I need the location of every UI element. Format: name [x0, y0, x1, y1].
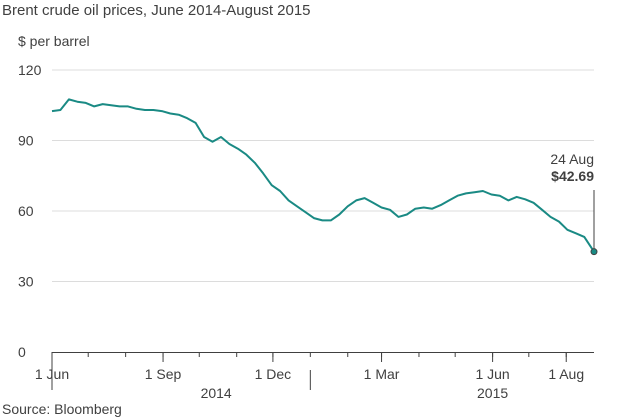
- year-label-2014: 2014: [201, 385, 232, 401]
- y-axis-label: $ per barrel: [18, 33, 90, 49]
- x-tick-label-5: 1 Aug: [548, 366, 584, 382]
- y-tick-label-60: 60: [18, 203, 34, 219]
- x-tick-label-1: 1 Sep: [145, 366, 182, 382]
- annotation-point: [590, 248, 598, 256]
- y-tick-label-90: 90: [18, 133, 34, 149]
- x-tick-label-3: 1 Mar: [364, 366, 400, 382]
- annotation-layer: 24 Aug$42.69: [550, 151, 598, 256]
- x-tick-label-4: 1 Jun: [475, 366, 509, 382]
- y-tick-label-30: 30: [18, 274, 34, 290]
- source-note: Source: Bloomberg: [2, 401, 122, 417]
- series-line-0: [51, 98, 595, 253]
- y-tick-label-0: 0: [18, 344, 26, 360]
- annotation-date: 24 Aug: [550, 151, 594, 167]
- chart-title: Brent crude oil prices, June 2014-August…: [2, 2, 311, 19]
- annotation-value: $42.69: [551, 168, 594, 184]
- y-tick-label-120: 120: [18, 62, 42, 78]
- x-tick-label-2: 1 Dec: [255, 366, 292, 382]
- series-layer: [51, 98, 595, 253]
- y-tick-labels: 0 30 60 90 120: [18, 62, 42, 360]
- year-label-2015: 2015: [477, 385, 508, 401]
- grid-layer: [52, 69, 594, 282]
